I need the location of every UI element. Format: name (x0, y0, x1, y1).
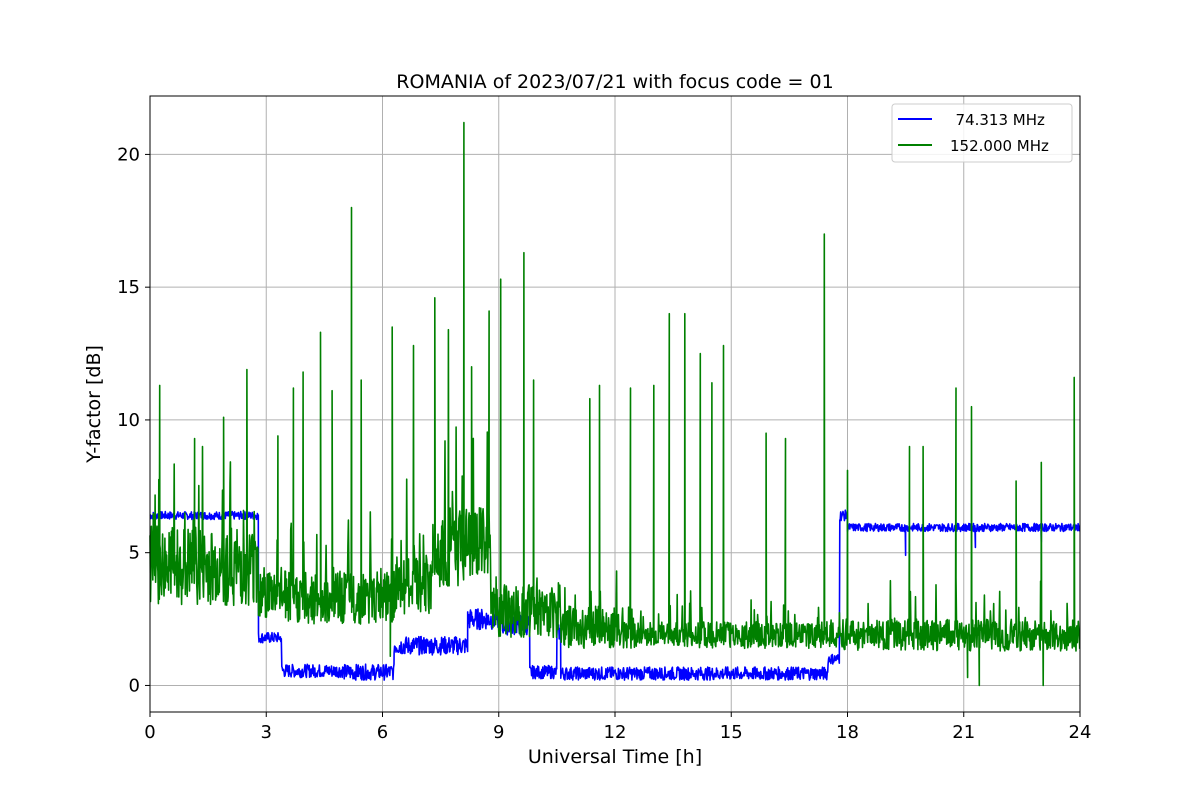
x-tick-label: 21 (952, 722, 975, 743)
y-axis-ticks: 0 5 10 15 20 (117, 144, 150, 696)
legend-entry-74mhz: 74.313 MHz (946, 111, 1045, 129)
legend-box (891, 103, 1073, 163)
y-tick-label: 0 (129, 675, 140, 696)
y-tick-label: 10 (117, 410, 140, 431)
x-tick-label: 24 (1069, 722, 1092, 743)
x-axis-ticks: 0 3 6 9 12 15 18 21 24 (144, 712, 1091, 743)
series-line-74mhz (149, 509, 1081, 681)
chart-title: ROMANIA of 2023/07/21 with focus code = … (396, 71, 833, 93)
y-tick-label: 20 (117, 144, 140, 165)
x-tick-label: 18 (836, 722, 859, 743)
y-tick-label: 5 (129, 543, 140, 564)
x-tick-label: 9 (493, 722, 504, 743)
x-tick-label: 12 (604, 722, 627, 743)
y-tick-label: 15 (117, 277, 140, 298)
x-axis-label: Universal Time [h] (528, 746, 702, 768)
legend-entry-152mhz: 152.000 MHz (950, 137, 1049, 155)
x-tick-label: 6 (377, 722, 388, 743)
y-axis-label: Y-factor [dB] (83, 345, 105, 464)
series-lines (149, 121, 1081, 687)
x-tick-label: 3 (261, 722, 272, 743)
x-tick-label: 15 (720, 722, 743, 743)
legend: 74.313 MHz 152.000 MHz (891, 103, 1073, 163)
series-line-152mhz (149, 121, 1081, 687)
x-tick-label: 0 (144, 722, 155, 743)
